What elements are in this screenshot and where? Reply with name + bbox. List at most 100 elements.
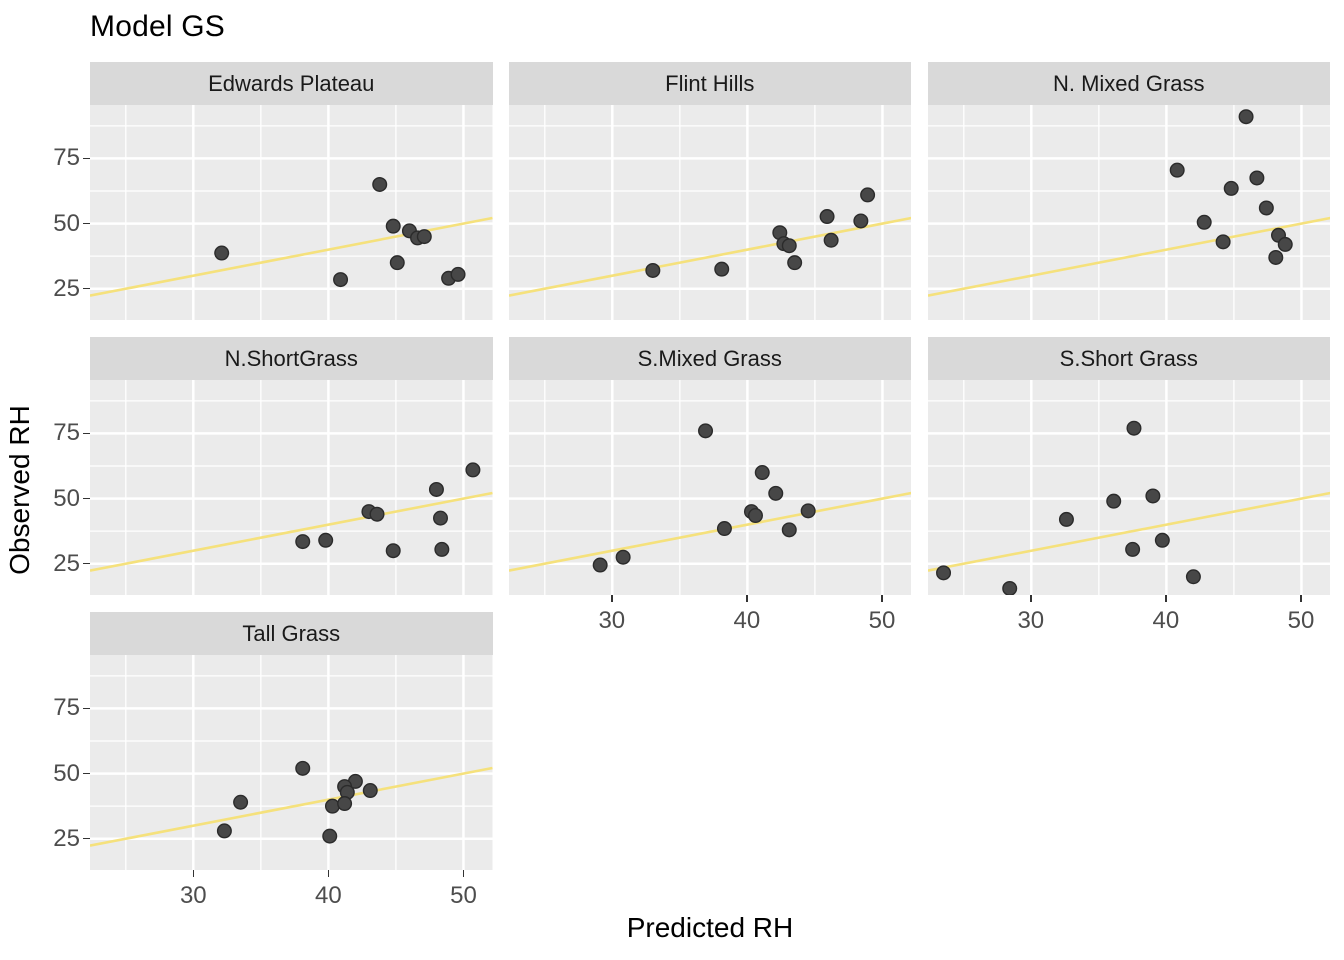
data-point	[295, 534, 311, 550]
data-point	[295, 760, 311, 776]
data-point	[428, 481, 444, 497]
x-tick-label: 50	[868, 607, 896, 634]
facet-strip: Tall Grass	[90, 612, 493, 655]
data-point	[1223, 180, 1239, 196]
identity-line	[927, 216, 1330, 297]
data-point	[1185, 569, 1201, 585]
x-tick-label: 50	[450, 882, 477, 909]
x-tick-label: 50	[1287, 607, 1315, 634]
y-tick-label: 75	[53, 144, 80, 172]
identity-line	[508, 491, 911, 572]
panel-background	[927, 380, 1330, 595]
x-tick-label: 40	[315, 882, 342, 909]
facet-strip: S.Mixed Grass	[508, 337, 911, 380]
y-tick-mark	[83, 157, 90, 160]
facet-panel-n-mixed-grass	[927, 105, 1330, 320]
data-point	[852, 213, 868, 229]
facet-strip: Flint Hills	[508, 62, 911, 105]
y-tick-mark	[83, 837, 90, 840]
panel-background	[90, 105, 493, 320]
facet-label: S.Mixed Grass	[637, 345, 782, 371]
data-point	[1248, 170, 1264, 186]
data-point	[324, 798, 340, 814]
y-axis-title: Observed RH	[4, 405, 35, 575]
x-tick-mark	[1300, 595, 1302, 602]
data-point	[859, 187, 875, 203]
x-tick-mark	[881, 595, 883, 602]
data-point	[233, 794, 249, 810]
data-point	[322, 828, 338, 844]
data-point	[1154, 532, 1170, 548]
data-point	[1001, 580, 1017, 595]
data-point	[1169, 162, 1185, 178]
x-tick-mark	[327, 870, 330, 877]
data-point	[1238, 109, 1254, 125]
data-point	[385, 543, 401, 559]
identity-line	[90, 766, 493, 847]
x-tick-label: 30	[179, 882, 207, 909]
data-point	[1124, 541, 1140, 557]
y-tick-mark	[83, 222, 90, 225]
data-point	[1105, 493, 1121, 509]
data-point	[786, 255, 802, 271]
y-tick-label: 75	[53, 694, 80, 722]
data-point	[592, 557, 608, 573]
x-tick-label: 40	[733, 607, 761, 634]
facet-panel-n-shortgrass	[90, 380, 493, 595]
y-tick-mark	[83, 497, 90, 500]
x-tick-label: 30	[1017, 607, 1045, 634]
facet-label: N.ShortGrass	[224, 345, 358, 371]
data-point	[1215, 234, 1231, 250]
y-tick-label: 50	[53, 209, 80, 237]
data-point	[1258, 200, 1274, 216]
y-tick-mark	[83, 287, 90, 290]
data-point	[1196, 214, 1212, 230]
data-point	[337, 796, 353, 812]
y-tick-mark	[83, 562, 90, 565]
panel-background	[508, 380, 911, 595]
data-point	[781, 238, 797, 254]
panel-background	[90, 655, 493, 870]
data-point	[372, 176, 388, 192]
data-point	[697, 423, 713, 439]
facet-strip: Edwards Plateau	[90, 62, 493, 105]
y-tick-label: 25	[53, 549, 80, 577]
y-tick-mark	[83, 772, 90, 775]
facet-label: S.Short Grass	[1059, 345, 1198, 371]
x-tick-mark	[192, 870, 195, 877]
y-tick-label: 50	[53, 484, 80, 512]
data-point	[1277, 236, 1293, 252]
data-point	[369, 506, 385, 522]
data-point	[823, 232, 839, 248]
data-point	[819, 209, 835, 225]
facet-panel-flint-hills	[508, 105, 911, 320]
data-point	[767, 485, 783, 501]
identity-line	[508, 216, 911, 297]
plot-title: Model GS	[90, 10, 225, 43]
data-point	[1058, 511, 1074, 527]
facet-label: Tall Grass	[242, 620, 341, 646]
x-tick-label: 30	[598, 607, 626, 634]
y-tick-label: 25	[53, 274, 80, 302]
x-tick-mark	[611, 595, 613, 602]
data-point	[935, 565, 951, 581]
y-tick-mark	[83, 707, 90, 710]
data-point	[1267, 249, 1283, 265]
facet-panel-edwards-plateau	[90, 105, 493, 320]
data-point	[216, 823, 232, 839]
data-point	[333, 272, 349, 288]
data-point	[362, 783, 378, 799]
data-point	[318, 532, 334, 548]
y-tick-label: 25	[53, 824, 80, 852]
facet-label: N. Mixed Grass	[1052, 70, 1205, 96]
y-tick-mark	[83, 432, 90, 435]
facet-strip: S.Short Grass	[927, 337, 1330, 380]
data-point	[713, 261, 729, 277]
data-point	[716, 521, 732, 537]
data-point	[450, 266, 466, 282]
facet-panel-s-mixed-grass	[508, 380, 911, 595]
y-tick-label: 75	[53, 419, 80, 447]
data-point	[434, 541, 450, 557]
data-point	[214, 245, 230, 261]
